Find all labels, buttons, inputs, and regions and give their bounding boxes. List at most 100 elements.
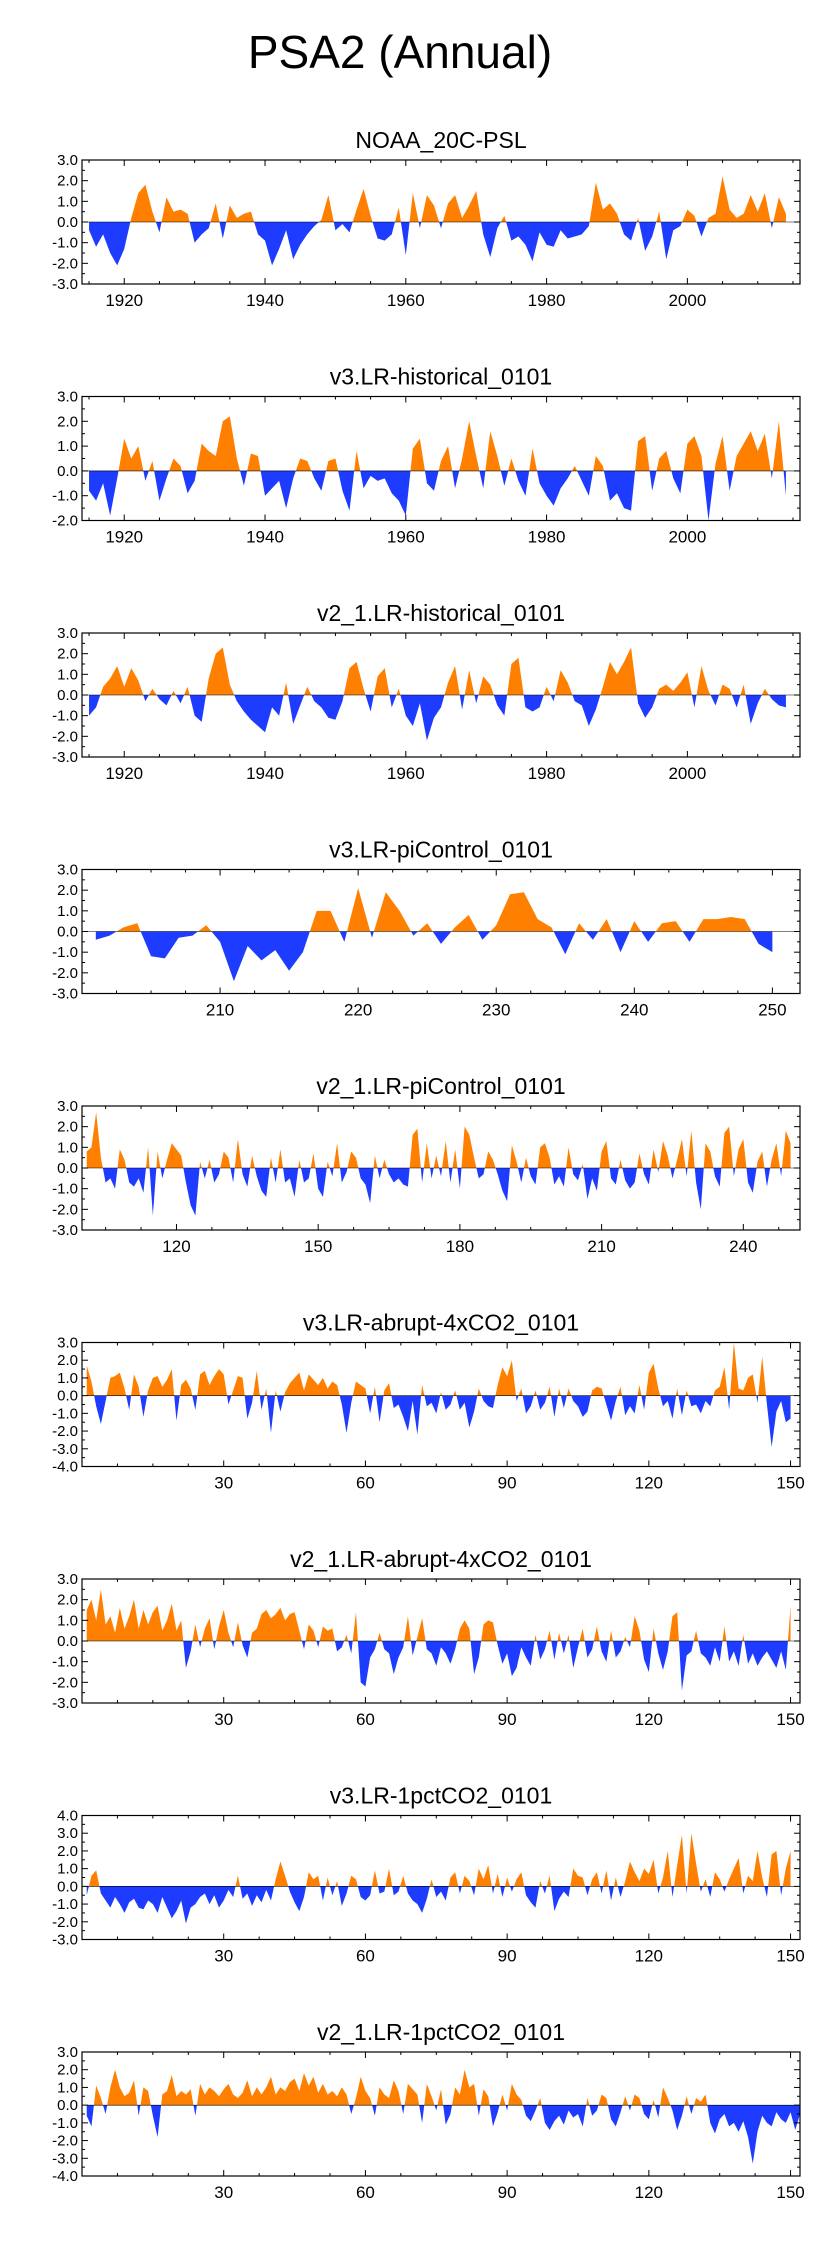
- x-tick-label: 1920: [105, 764, 143, 783]
- y-tick-label: 0.0: [57, 1388, 78, 1405]
- x-tick-label: 1980: [528, 764, 566, 783]
- y-tick-label: -1.0: [52, 2115, 78, 2132]
- y-tick-label: 1.0: [57, 438, 78, 455]
- panel-1: NOAA_20C-PSL -3.0 -2.0 -1.0 0.0 1.0 2.0 3.0 1920…: [52, 127, 801, 310]
- y-tick-label: 3.0: [57, 1335, 78, 1352]
- negative-area: [89, 470, 786, 521]
- panel-6: v3.LR-abrupt-4xCO2_0101 -4.0-3.0-2.0-1.00…: [52, 1310, 805, 1493]
- y-tick-label: 0.0: [57, 924, 78, 941]
- y-tick-label: 0.0: [57, 1160, 78, 1177]
- x-tick-label: 240: [729, 1237, 757, 1256]
- y-tick-label: 3.0: [57, 1571, 78, 1588]
- y-tick-label: -3.0: [52, 986, 78, 1003]
- y-tick-label: -1.0: [52, 708, 78, 725]
- y-tick-label: 2.0: [57, 646, 78, 663]
- y-tick-label: 1.0: [57, 1861, 78, 1878]
- x-tick-label: 1980: [528, 291, 566, 310]
- x-tick-label: 210: [206, 1001, 234, 1020]
- positive-area: [86, 2069, 800, 2106]
- x-tick-label: 120: [162, 1237, 190, 1256]
- y-tick-label: -3.0: [52, 749, 78, 766]
- x-tick-label: 120: [635, 1947, 663, 1966]
- x-tick-label: 120: [635, 1474, 663, 1493]
- panel-7: v2_1.LR-abrupt-4xCO2_0101 -3.0 -2.0 -1.0 0.0…: [52, 1546, 805, 1729]
- y-tick-label: -2.0: [52, 513, 78, 530]
- x-tick-label: 1960: [387, 291, 425, 310]
- y-tick-label: 0.0: [57, 463, 78, 480]
- x-tick-label: 90: [498, 1474, 517, 1493]
- x-tick-label: 150: [776, 1474, 804, 1493]
- x-tick-label: 240: [620, 1001, 648, 1020]
- y-tick-label: 0.0: [57, 1633, 78, 1650]
- panel-5: v2_1.LR-piControl_0101 -3.0 -2.0 -1.0 0.0 1.0…: [52, 1073, 801, 1256]
- y-tick-label: 1.0: [57, 903, 78, 920]
- negative-area: [86, 1641, 791, 1691]
- panel-title: v3.LR-1pctCO2_0101: [330, 1783, 552, 1809]
- x-tick-label: 2000: [668, 764, 706, 783]
- y-tick-label: -3.0: [52, 1441, 78, 1458]
- y-tick-label: -2.0: [52, 728, 78, 745]
- y-tick-label: 0.0: [57, 687, 78, 704]
- x-tick-label: 1920: [105, 528, 143, 547]
- x-tick-label: 1920: [105, 291, 143, 310]
- y-tick-label: -1.0: [52, 1896, 78, 1913]
- x-tick-label: 150: [776, 1710, 804, 1729]
- x-tick-label: 90: [498, 2183, 517, 2202]
- x-tick-label: 60: [356, 1710, 375, 1729]
- x-tick-label: 30: [214, 1474, 233, 1493]
- y-tick-label: 1.0: [57, 193, 78, 210]
- y-tick-label: -3.0: [52, 1695, 78, 1712]
- y-tick-label: -2.0: [52, 1201, 78, 1218]
- y-tick-label: -2.0: [52, 1423, 78, 1440]
- positive-area: [86, 1112, 791, 1168]
- negative-area: [86, 1168, 791, 1216]
- negative-area: [89, 222, 786, 266]
- y-tick-label: -4.0: [52, 2168, 78, 2185]
- y-tick-label: 2.0: [57, 1119, 78, 1136]
- y-tick-label: 1.0: [57, 666, 78, 683]
- y-tick-label: 0.0: [57, 1878, 78, 1895]
- x-tick-label: 60: [356, 1474, 375, 1493]
- y-tick-label: -4.0: [52, 1459, 78, 1476]
- y-tick-label: -3.0: [52, 1222, 78, 1239]
- y-tick-label: -3.0: [52, 1932, 78, 1949]
- panel-title: v3.LR-piControl_0101: [329, 837, 553, 863]
- panel-title: v2_1.LR-abrupt-4xCO2_0101: [290, 1546, 592, 1572]
- negative-area: [89, 695, 786, 741]
- x-tick-label: 150: [776, 1947, 804, 1966]
- panel-title: v2_1.LR-1pctCO2_0101: [317, 2019, 565, 2045]
- x-tick-label: 1960: [387, 528, 425, 547]
- panels: NOAA_20C-PSL-3.0-2.0-1.00.01.02.03.01920…: [52, 127, 805, 2202]
- y-tick-label: -2.0: [52, 1914, 78, 1931]
- positive-area: [89, 647, 786, 695]
- y-tick-label: 3.0: [57, 625, 78, 642]
- y-tick-label: -3.0: [52, 276, 78, 293]
- x-tick-label: 1940: [246, 528, 284, 547]
- x-tick-label: 1940: [246, 764, 284, 783]
- y-tick-label: -2.0: [52, 2133, 78, 2150]
- positive-area: [86, 1342, 791, 1396]
- panel-2: v3.LR-historical_0101 -2.0 -1.0 0.0 1.0 2.0 3.…: [52, 364, 801, 547]
- y-tick-label: 3.0: [57, 862, 78, 879]
- x-tick-label: 1980: [528, 528, 566, 547]
- positive-area: [89, 416, 786, 471]
- y-tick-label: 3.0: [57, 2044, 78, 2061]
- y-tick-label: 1.0: [57, 1370, 78, 1387]
- x-tick-label: 60: [356, 1947, 375, 1966]
- panel-title: NOAA_20C-PSL: [355, 127, 527, 153]
- y-tick-label: 2.0: [57, 2062, 78, 2079]
- x-tick-label: 150: [776, 2183, 804, 2202]
- x-tick-label: 1960: [387, 764, 425, 783]
- panel-title: v3.LR-historical_0101: [330, 364, 552, 390]
- positive-area: [95, 888, 773, 932]
- x-tick-label: 150: [304, 1237, 332, 1256]
- y-tick-label: -1.0: [52, 1181, 78, 1198]
- y-tick-label: -2.0: [52, 965, 78, 982]
- y-tick-label: 2.0: [57, 413, 78, 430]
- panel-title: v2_1.LR-piControl_0101: [316, 1073, 565, 1099]
- x-tick-label: 210: [587, 1237, 615, 1256]
- plot-frame: [81, 2051, 801, 2177]
- y-tick-label: 0.0: [57, 214, 78, 231]
- x-tick-label: 120: [635, 2183, 663, 2202]
